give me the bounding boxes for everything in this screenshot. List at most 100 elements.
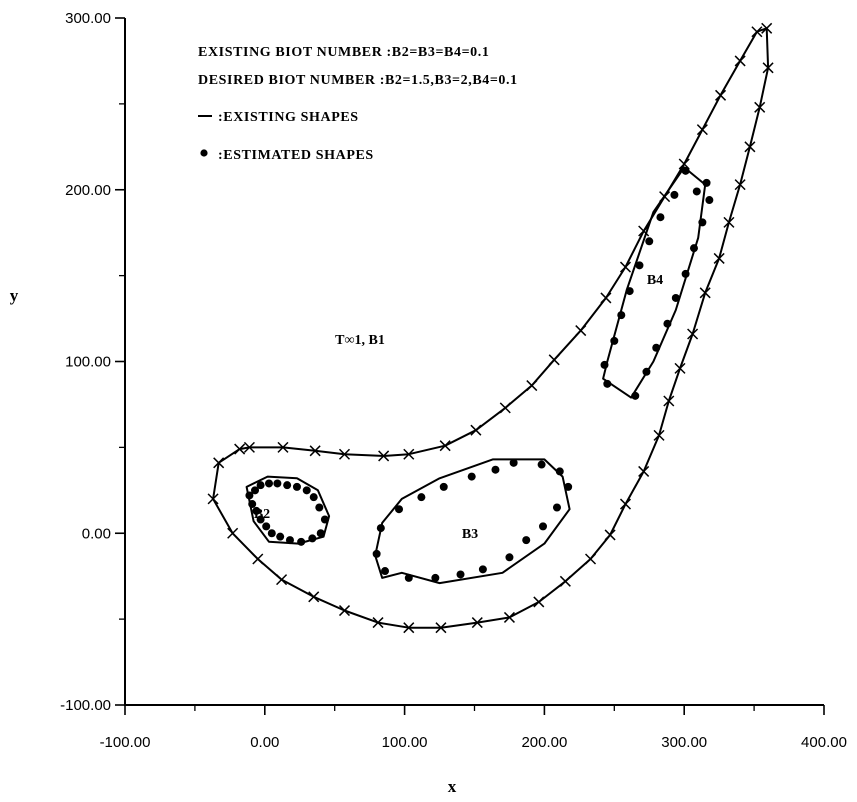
estimated-shape-point	[555, 467, 564, 476]
y-tick-label: 100.00	[65, 354, 111, 371]
estimated-shape-point	[564, 482, 573, 491]
boundary-node-marker	[559, 575, 571, 587]
estimated-shape-point	[417, 493, 426, 502]
estimated-shape-point	[431, 573, 440, 582]
estimated-shape-point	[491, 465, 500, 474]
boundary-node-marker	[713, 252, 725, 264]
estimated-shape-point	[702, 178, 711, 187]
estimated-shape-point	[537, 460, 546, 469]
boundary-node-marker	[252, 553, 264, 565]
ticks-layer: -100.00 0.00 100.00 200.00 300.00 400.00 -100.…	[60, 10, 847, 751]
estimated-shape-point	[505, 553, 514, 562]
estimated-shape-point	[439, 482, 448, 491]
boundary-node-marker	[207, 493, 219, 505]
estimated-shape-point	[292, 482, 301, 491]
x-tick-label: 0.00	[250, 734, 279, 751]
boundary-node-marker	[213, 457, 225, 469]
boundary-node-marker	[548, 354, 560, 366]
boundary-node-marker	[338, 448, 351, 460]
boundary-node-marker	[751, 26, 763, 38]
estimated-shape-point	[610, 336, 619, 345]
y-tick-label: -100.00	[60, 697, 111, 714]
boundary-node-marker	[696, 124, 708, 136]
boundary-node-marker	[277, 441, 289, 453]
boundary-node-marker	[699, 287, 711, 299]
existing-shape-B2-line	[245, 475, 331, 545]
estimated-shape-point	[705, 196, 714, 205]
x-tick-label: 300.00	[661, 734, 707, 751]
label-b2: B2	[254, 507, 270, 522]
boundary-node-marker	[403, 622, 415, 634]
estimated-shape-point	[509, 458, 518, 467]
boundary-node-marker	[604, 529, 616, 541]
x-axis-title: x	[448, 777, 457, 796]
boundary-node-marker	[715, 89, 727, 101]
estimated-shape-point	[404, 573, 413, 582]
boundary-node-marker	[227, 527, 239, 539]
estimated-shape-point	[652, 343, 661, 352]
boundary-node-marker	[533, 596, 545, 608]
boundary-node-marker	[653, 429, 665, 441]
y-tick-label: 300.00	[65, 10, 111, 27]
boundary-node-marker	[744, 141, 756, 153]
legend-dot-symbol	[200, 149, 208, 157]
estimated-shape-point	[656, 213, 665, 222]
estimated-shape-point	[297, 537, 306, 546]
x-tick-label: -100.00	[100, 734, 151, 751]
estimated-shape-point	[264, 479, 273, 488]
estimated-shape-point	[273, 479, 282, 488]
boundary-node-marker	[619, 261, 632, 273]
boundary-node-marker	[762, 62, 774, 74]
boundary-node-marker	[234, 443, 246, 455]
legend-estimated-shapes: :ESTIMATED SHAPES	[218, 148, 374, 163]
estimated-shape-point	[256, 481, 265, 490]
estimated-shape-point	[670, 190, 679, 199]
estimated-shape-point	[600, 360, 609, 369]
estimated-shape-point	[372, 549, 381, 558]
boundary-node-marker	[663, 395, 675, 407]
legend-line-2: DESIRED BIOT NUMBER :B2=1.5,B3=2,B4=0.1	[198, 73, 518, 88]
estimated-shape-point	[671, 293, 680, 302]
boundary-node-marker	[734, 179, 746, 191]
boundary-node-marker	[659, 191, 671, 203]
boundary-node-marker	[308, 591, 320, 603]
estimated-shape-point	[302, 486, 311, 495]
estimated-shape-point	[308, 534, 317, 543]
x-tick-label: 200.00	[521, 734, 567, 751]
estimated-shape-point	[251, 486, 260, 495]
label-b3: B3	[462, 527, 478, 542]
boundary-node-marker	[638, 465, 650, 477]
estimated-shape-point	[309, 493, 318, 502]
x-tick-label: 100.00	[382, 734, 428, 751]
boundary-node-marker	[338, 605, 351, 617]
boundary-node-marker	[503, 611, 515, 623]
estimated-shape-point	[262, 522, 271, 531]
estimated-shape-point	[698, 218, 707, 227]
estimated-shape-point	[315, 503, 324, 512]
boundary-node-marker	[575, 325, 587, 337]
estimated-shape-point	[376, 524, 385, 533]
y-tick-label: 200.00	[65, 182, 111, 199]
y-tick-label: 0.00	[82, 525, 111, 542]
legend-line-1: EXISTING BIOT NUMBER :B2=B3=B4=0.1	[198, 45, 489, 60]
legend: EXISTING BIOT NUMBER :B2=B3=B4=0.1 DESIR…	[198, 45, 518, 163]
boundary-node-marker	[600, 292, 612, 304]
estimated-shape-point	[267, 529, 276, 538]
estimated-shape-point	[539, 522, 548, 531]
label-b4: B4	[647, 273, 663, 288]
estimated-shape-point	[552, 503, 561, 512]
boundary-node-marker	[470, 424, 482, 436]
boundary-node-marker	[619, 498, 632, 510]
estimated-shape-point	[642, 367, 651, 376]
boundary-node-marker	[499, 402, 511, 414]
boundary-node-marker	[439, 440, 451, 452]
boundary-node-marker	[678, 158, 690, 170]
boundary-node-marker	[585, 553, 597, 565]
estimated-shape-point	[692, 187, 701, 196]
estimated-shape-point	[456, 570, 465, 579]
estimated-shape-point	[256, 515, 265, 524]
label-t-infinity-b1: T∞1, B1	[335, 333, 385, 348]
boundary-node-marker	[526, 380, 538, 392]
